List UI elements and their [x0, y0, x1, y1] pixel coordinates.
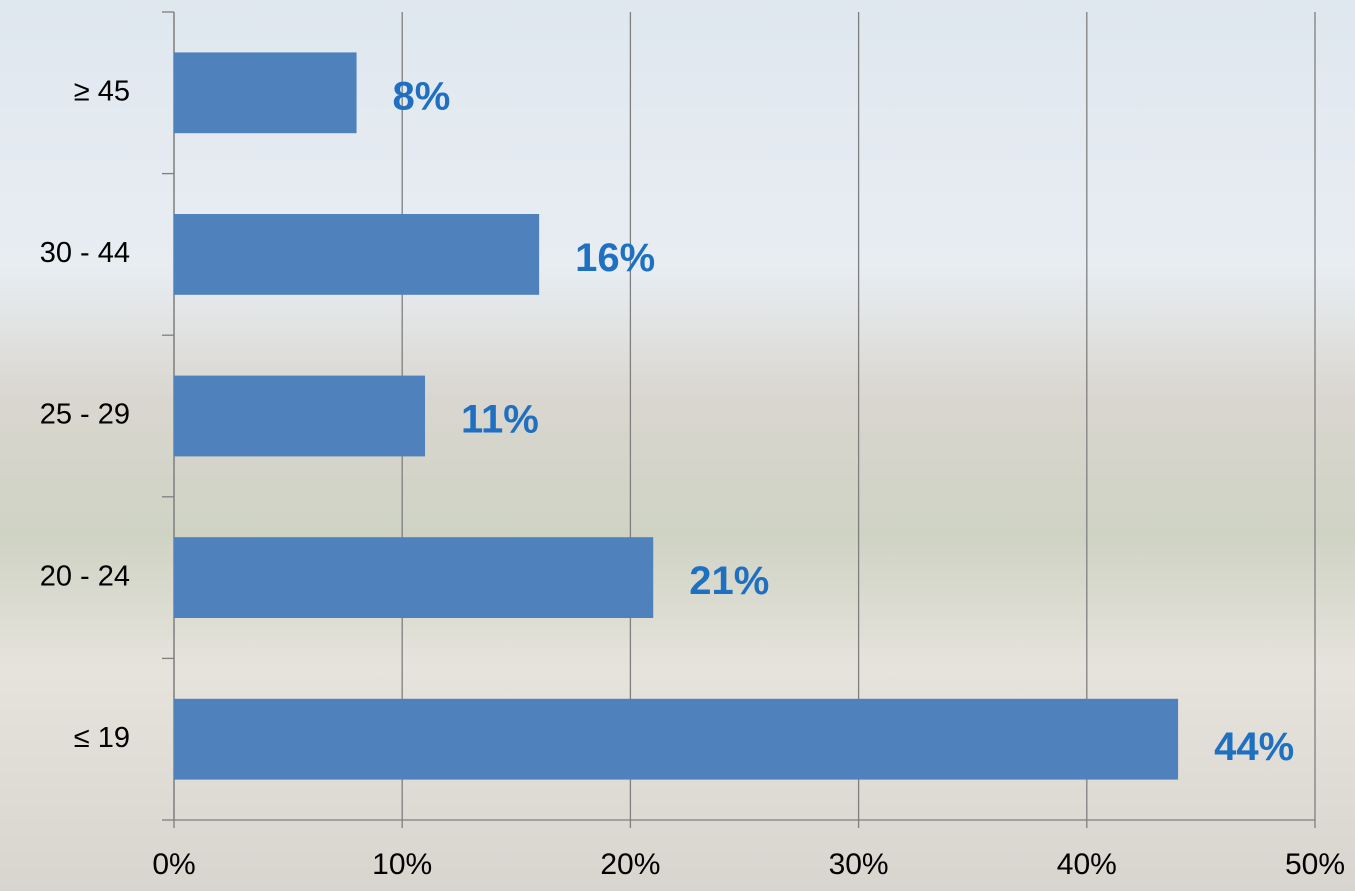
x-tick-label: 40% [1057, 848, 1117, 881]
x-tick-label: 0% [152, 848, 195, 881]
y-tick-label: 20 - 24 [40, 560, 130, 592]
bar [174, 214, 540, 295]
bar [174, 52, 357, 134]
y-tick-label: 25 - 29 [40, 399, 130, 431]
y-tick-label: 30 - 44 [40, 237, 130, 269]
x-tick-label: 20% [600, 848, 660, 881]
value-label: 11% [461, 398, 539, 442]
value-label: 16% [575, 236, 655, 280]
x-tick-label: 30% [829, 848, 889, 881]
bar [174, 375, 426, 457]
bar [174, 698, 1179, 780]
bar [174, 537, 654, 618]
value-label: 44% [1214, 725, 1294, 769]
value-label: 21% [689, 559, 769, 603]
y-tick-label: ≤ 19 [74, 722, 130, 754]
x-tick-label: 50% [1285, 848, 1345, 881]
value-label: 8% [393, 74, 451, 118]
x-tick-label: 10% [372, 848, 432, 881]
y-tick-label: ≥ 45 [74, 75, 130, 107]
